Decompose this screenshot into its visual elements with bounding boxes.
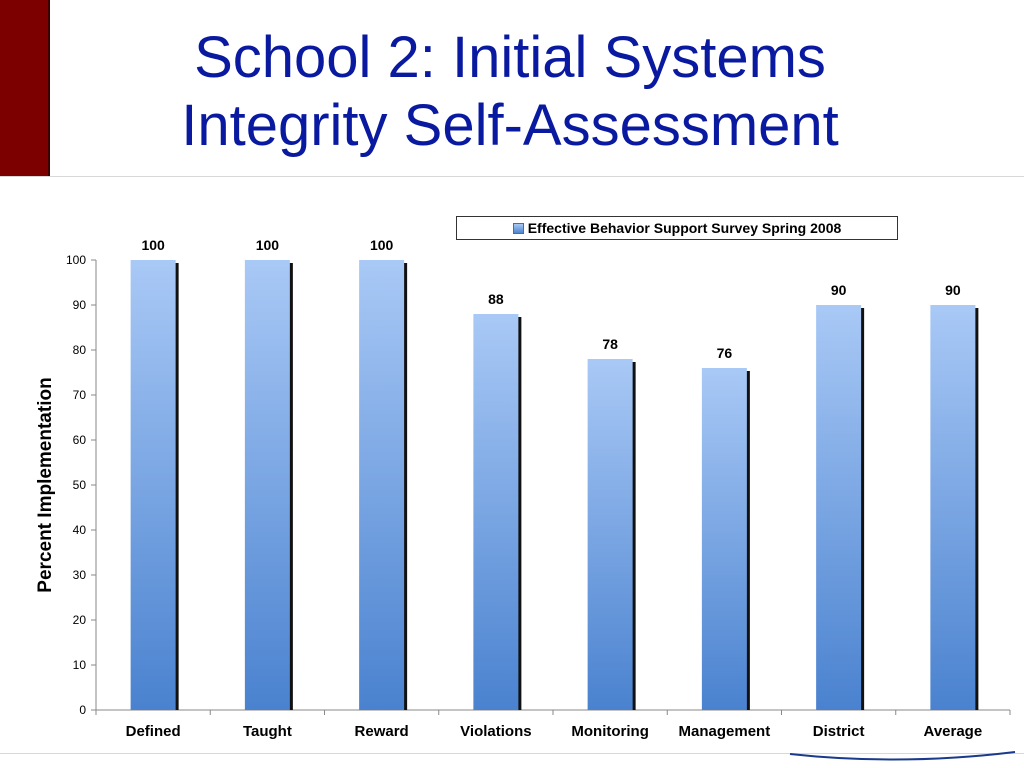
y-tick-label: 70	[73, 388, 87, 402]
bar-district	[816, 305, 862, 710]
y-tick-label: 100	[66, 253, 86, 267]
y-tick-label: 90	[73, 298, 87, 312]
chart-legend: Effective Behavior Support Survey Spring…	[456, 216, 898, 240]
y-tick-label: 10	[73, 658, 87, 672]
x-tick-label: District	[813, 723, 865, 740]
data-label: 76	[717, 345, 733, 361]
bar-management	[701, 368, 747, 710]
bar-reward	[359, 260, 405, 710]
bar-monitoring	[587, 359, 633, 710]
data-label: 90	[831, 282, 847, 298]
bar-taught	[244, 260, 290, 710]
chart-labels: 100 Defined 100 Taught 100 Reward 88 Violations…	[126, 237, 983, 740]
y-tick-label: 50	[73, 478, 87, 492]
slide-accent-bar	[0, 0, 50, 176]
y-tick-label: 40	[73, 523, 87, 537]
y-axis-label: Percent Implementation	[35, 377, 56, 593]
data-label: 100	[256, 237, 280, 253]
chart-bars	[130, 260, 979, 710]
x-tick-label: Violations	[460, 723, 531, 740]
data-label: 78	[602, 336, 618, 352]
x-tick-label: Monitoring	[571, 723, 648, 740]
data-label: 100	[141, 237, 165, 253]
chart-frame	[0, 176, 1024, 754]
x-tick-label: Average	[924, 723, 983, 740]
y-tick-label: 20	[73, 613, 87, 627]
slide-title-line-1: School 2: Initial Systems	[194, 25, 826, 90]
data-label: 88	[488, 291, 504, 307]
y-tick-label: 80	[73, 343, 87, 357]
chart-axes: 0 10 20 30 40 50 60 70 80 90 100	[66, 253, 1011, 717]
x-tick-label: Reward	[355, 723, 409, 740]
decorative-swoosh	[789, 751, 1016, 761]
y-tick-label: 60	[73, 433, 87, 447]
x-tick-label: Taught	[243, 723, 292, 740]
bar-average	[930, 305, 976, 710]
data-label: 100	[370, 237, 394, 253]
legend-label: Effective Behavior Support Survey Spring…	[527, 220, 842, 236]
y-tick-label: 30	[73, 568, 87, 582]
x-tick-label: Management	[679, 723, 771, 740]
x-tick-label: Defined	[126, 723, 181, 740]
legend-swatch	[512, 222, 524, 234]
y-tick-label: 0	[79, 703, 86, 717]
slide-title-line-2: Integrity Self-Assessment	[181, 93, 839, 158]
slide-title: School 2: Initial Systems Integrity Self…	[60, 24, 960, 160]
data-label: 90	[945, 282, 961, 298]
bar-defined	[130, 260, 176, 710]
bar-violations	[473, 314, 519, 710]
